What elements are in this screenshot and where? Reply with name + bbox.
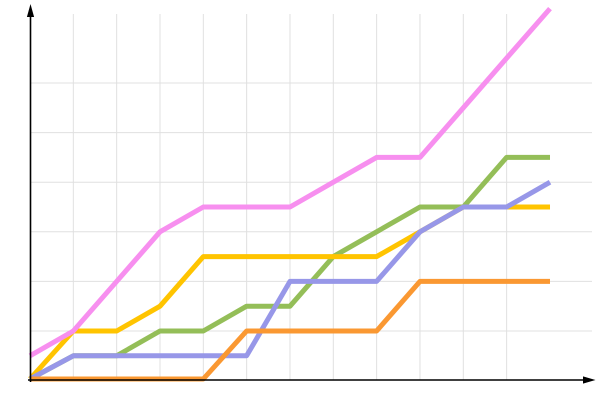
x-axis-arrow-icon (583, 376, 596, 384)
series-line-orange (30, 278, 550, 382)
axes (26, 4, 596, 384)
series-line-periwinkle (28, 180, 552, 382)
series-line-violet (28, 6, 552, 358)
y-axis-arrow-icon (26, 4, 35, 17)
series-group (28, 6, 552, 382)
grid-vertical-lines (72, 14, 508, 380)
